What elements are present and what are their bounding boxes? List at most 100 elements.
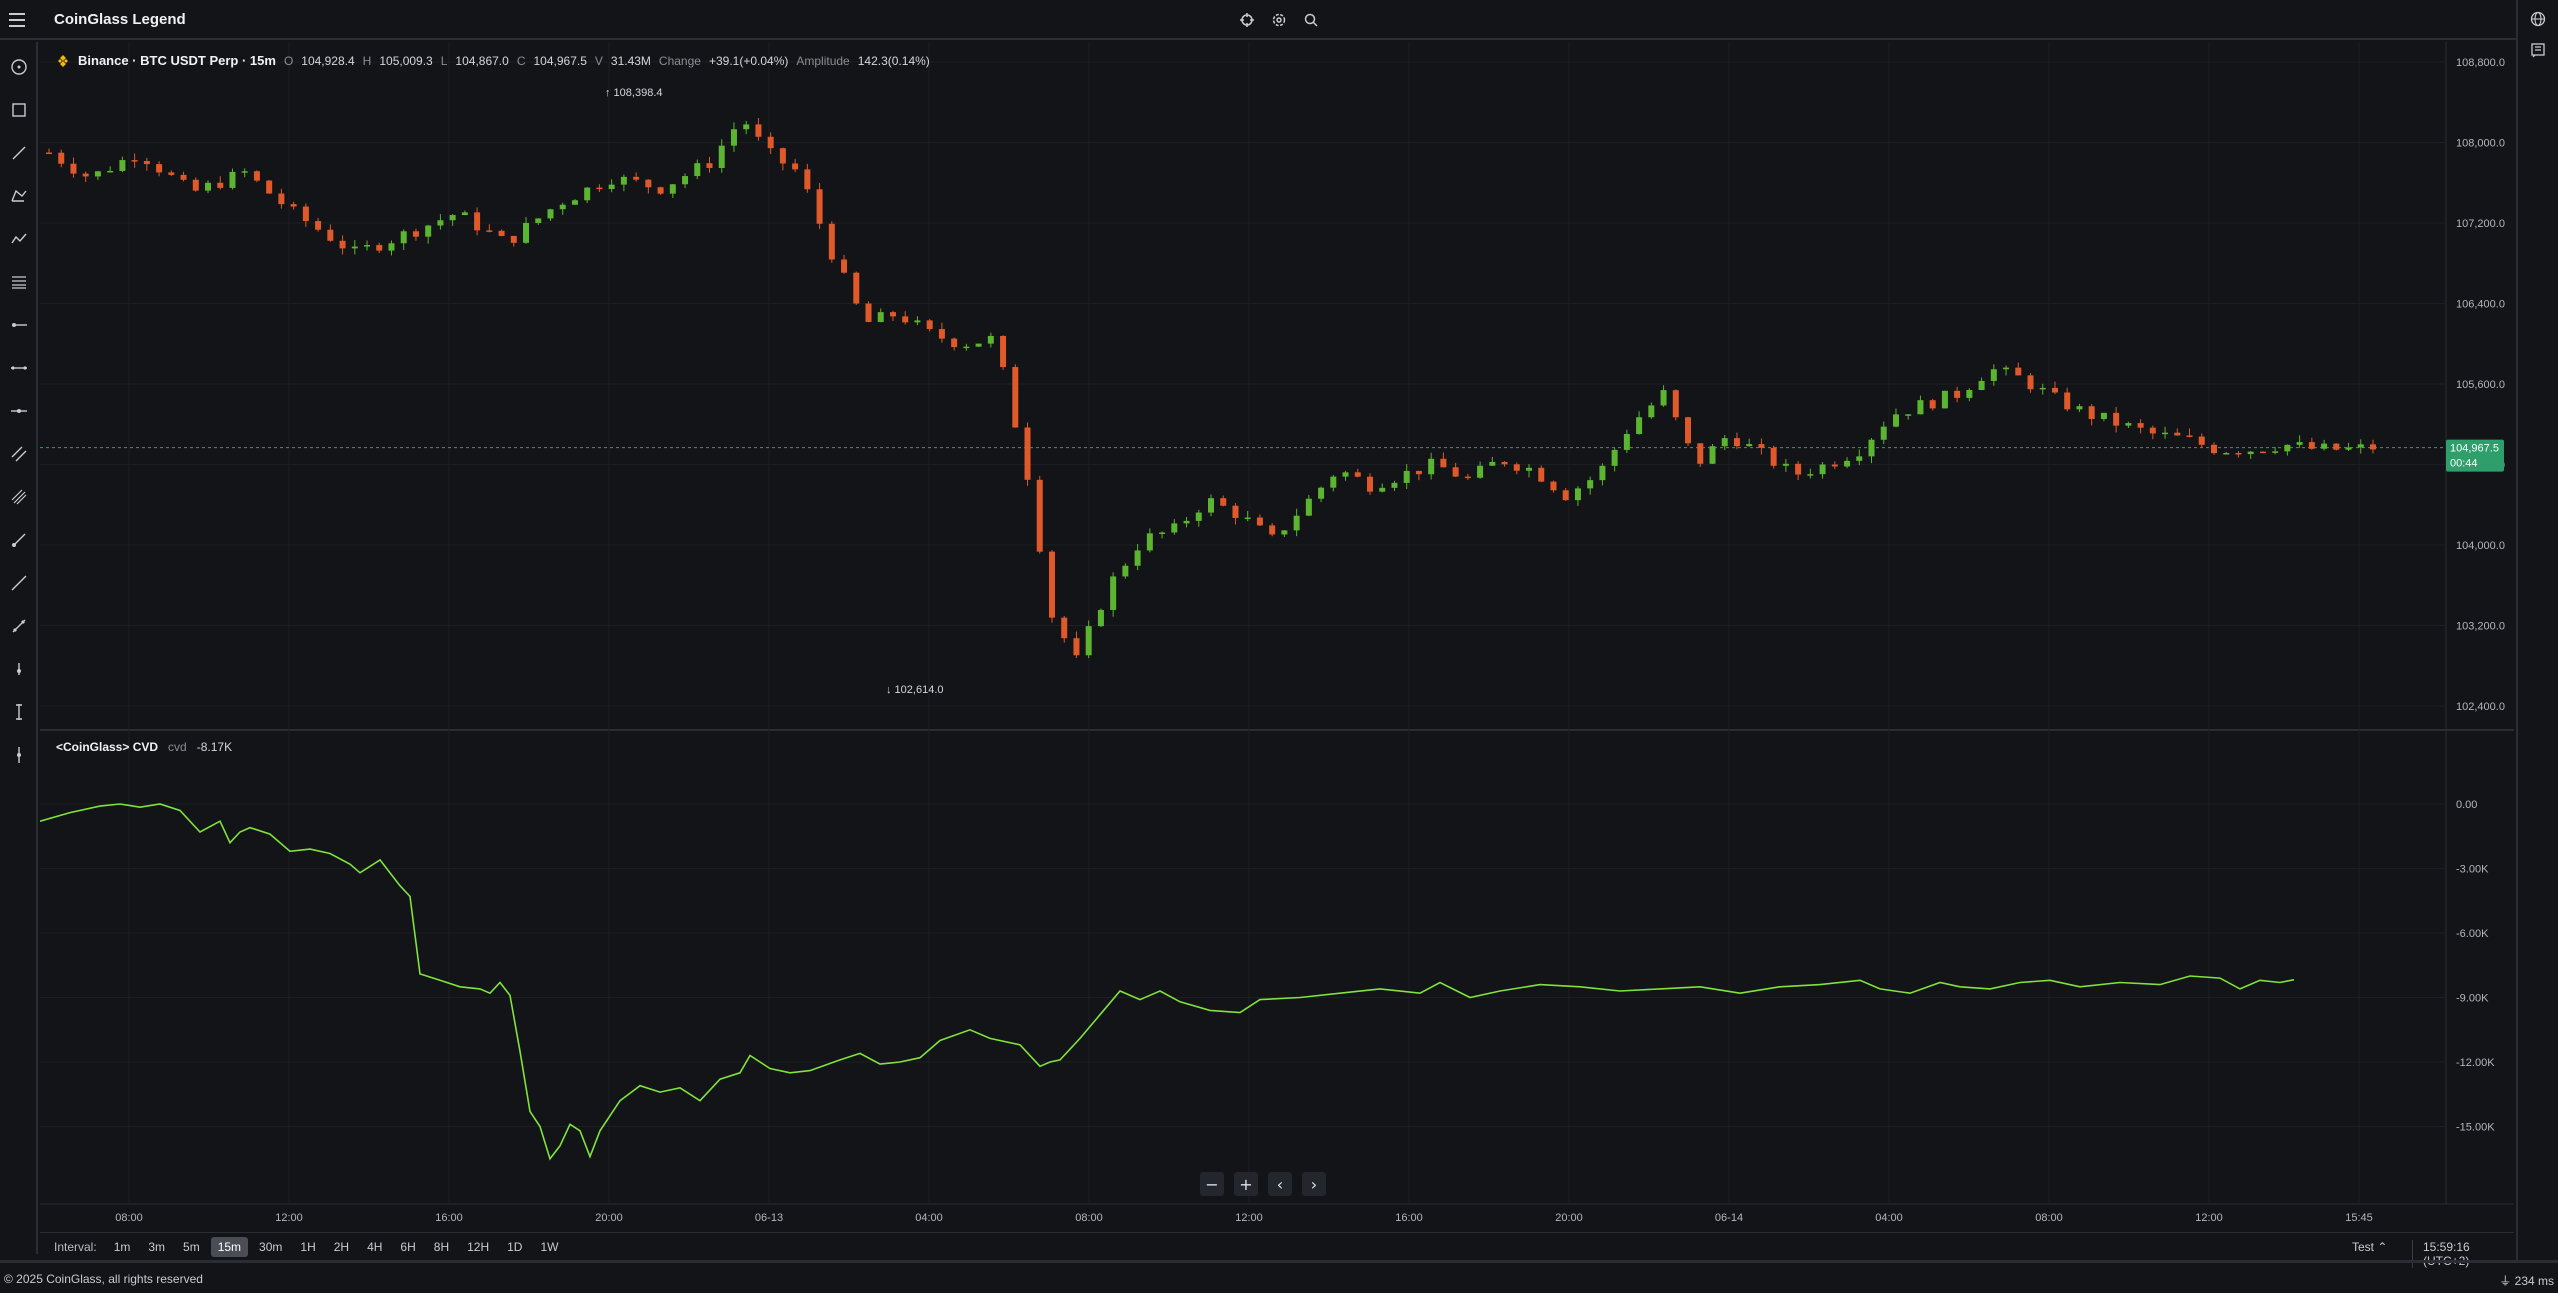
candle-body <box>853 272 860 304</box>
candle-body <box>1574 488 1581 501</box>
candle-body <box>816 189 823 224</box>
cvd-name[interactable]: <CoinGlass> CVD <box>56 740 159 754</box>
theme-select[interactable]: Test ⌃ <box>2352 1240 2388 1254</box>
symbol-label[interactable]: Binance · BTC USDT Perp · 15m <box>78 53 276 68</box>
open-label: O <box>283 53 294 68</box>
interval-option-2h[interactable]: 2H <box>333 1239 350 1254</box>
crosshair-icon[interactable] <box>8 56 30 78</box>
menu-icon[interactable] <box>9 13 25 27</box>
fib-levels-icon[interactable] <box>8 271 30 293</box>
candle-body <box>131 160 138 162</box>
candle-body <box>1244 517 1251 520</box>
interval-option-1m[interactable]: 1m <box>113 1239 131 1254</box>
ray-icon[interactable] <box>8 529 30 551</box>
interval-option-6h[interactable]: 6H <box>400 1239 416 1254</box>
candle-body <box>1685 417 1692 444</box>
interval-option-4h[interactable]: 4H <box>367 1239 383 1254</box>
trend-line-icon[interactable] <box>8 142 30 164</box>
candle-body <box>535 218 542 223</box>
candle-body <box>266 180 273 194</box>
candle-body <box>1330 476 1337 488</box>
time-tick-label: 12:00 <box>1235 1212 1263 1224</box>
zoom-in-button[interactable]: + <box>1234 1172 1258 1196</box>
cursor-icon[interactable] <box>1236 9 1258 31</box>
vertical-segment-icon[interactable] <box>8 744 30 766</box>
candle-body <box>1232 505 1239 518</box>
candle-body <box>633 176 640 180</box>
horizontal-segment-icon[interactable] <box>8 400 30 422</box>
cvd-param: cvd <box>168 740 187 754</box>
pitchfork-icon[interactable] <box>8 486 30 508</box>
time-tick-label: 16:00 <box>435 1212 463 1224</box>
vertical-ray-icon[interactable] <box>8 658 30 680</box>
interval-option-15m[interactable]: 15m <box>210 1236 249 1257</box>
candle-body <box>1256 517 1263 526</box>
low-price-marker: ↓ 102,614.0 <box>886 684 944 696</box>
candle-body <box>2272 451 2279 453</box>
candle-body <box>926 320 933 330</box>
candle-body <box>1917 400 1924 415</box>
candle-body <box>645 179 652 188</box>
time-tick-label: 20:00 <box>595 1212 623 1224</box>
candle-body <box>1941 390 1948 409</box>
candle-body <box>1978 380 1985 390</box>
candle-body <box>217 182 224 188</box>
candle-body <box>1807 474 1814 476</box>
settings-icon[interactable] <box>1268 9 1290 31</box>
extended-line-icon[interactable] <box>8 572 30 594</box>
zigzag-icon[interactable] <box>8 228 30 250</box>
candle-body <box>70 163 77 174</box>
high-price-marker: ↑ 108,398.4 <box>605 87 663 99</box>
candle-body <box>2174 432 2181 436</box>
info-line-icon[interactable] <box>8 615 30 637</box>
scroll-right-button[interactable]: › <box>1302 1172 1326 1196</box>
candle-body <box>2064 392 2071 410</box>
candle-body <box>253 171 260 181</box>
scroll-left-button[interactable]: ‹ <box>1268 1172 1292 1196</box>
search-icon[interactable] <box>1300 9 1322 31</box>
interval-option-1w[interactable]: 1W <box>540 1239 559 1254</box>
candle-body <box>192 179 199 191</box>
candle-body <box>571 200 578 205</box>
interval-option-5m[interactable]: 5m <box>183 1239 200 1254</box>
interval-option-3m[interactable]: 3m <box>148 1239 166 1254</box>
price-tick-label: 108,000.0 <box>2456 138 2505 150</box>
price-chart[interactable]: 108,800.0 108,000.0 107,200.0 106,400.0 105,… <box>39 42 2514 1254</box>
interval-option-12h[interactable]: 12H <box>467 1239 490 1254</box>
vertical-line-icon[interactable] <box>8 701 30 723</box>
candle-body <box>1110 576 1117 610</box>
interval-option-1d[interactable]: 1D <box>507 1239 523 1254</box>
zoom-out-button[interactable]: − <box>1200 1172 1224 1196</box>
interval-option-8h[interactable]: 8H <box>433 1239 450 1254</box>
price-tick-label: 104,000.0 <box>2456 540 2505 552</box>
pattern-icon[interactable] <box>8 185 30 207</box>
globe-icon[interactable] <box>2528 9 2548 29</box>
candle-body <box>1721 438 1728 447</box>
candle-body <box>2198 436 2205 445</box>
horizontal-line-icon[interactable] <box>8 357 30 379</box>
candle-body <box>1831 464 1838 467</box>
candle-body <box>1452 467 1459 477</box>
candle-body <box>1697 443 1704 464</box>
interval-label: Interval: <box>54 1239 97 1254</box>
chart-area[interactable]: 108,800.0 108,000.0 107,200.0 106,400.0 105,… <box>39 42 2514 1254</box>
interval-option-30m[interactable]: 30m <box>259 1239 283 1254</box>
candle-body <box>1122 565 1129 577</box>
cvd-tick-label: -6.00K <box>2456 928 2489 940</box>
parallel-channel-icon[interactable] <box>8 443 30 465</box>
candle-body <box>1648 405 1655 418</box>
candle-body <box>1085 626 1092 656</box>
rectangle-icon[interactable] <box>8 99 30 121</box>
candle-body <box>1905 414 1912 416</box>
candle-body <box>1036 479 1043 552</box>
book-icon[interactable] <box>2528 40 2548 60</box>
candle-body <box>461 212 468 216</box>
horizontal-ray-icon[interactable] <box>8 314 30 336</box>
time-tick-label: 06-14 <box>1715 1212 1743 1224</box>
interval-option-1h[interactable]: 1H <box>300 1239 316 1254</box>
cvd-tick-label: -12.00K <box>2456 1057 2495 1069</box>
candle-body <box>1844 460 1851 467</box>
candle-body <box>351 246 358 249</box>
time-tick-label: 20:00 <box>1555 1212 1583 1224</box>
candle-body <box>1391 482 1398 488</box>
